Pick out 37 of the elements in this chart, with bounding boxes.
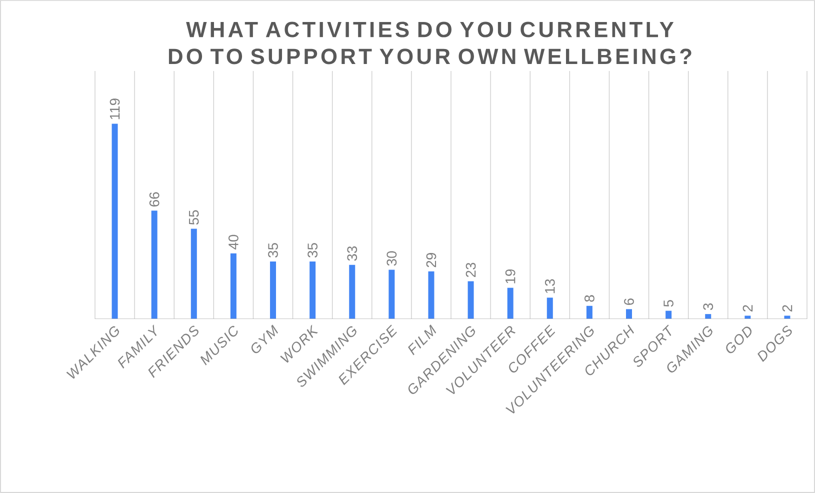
data-label: 29 [426, 253, 436, 268]
bar [626, 309, 632, 319]
bar [784, 316, 790, 319]
data-label: 35 [268, 243, 278, 258]
data-label: 2 [742, 305, 753, 312]
data-label: 5 [664, 300, 674, 307]
data-label: 8 [584, 295, 594, 302]
bar [507, 288, 514, 319]
bar [428, 271, 434, 319]
bar [666, 310, 672, 319]
data-label: 66 [149, 192, 160, 206]
bar [388, 270, 395, 319]
bar [112, 124, 118, 319]
data-label: 33 [347, 246, 358, 261]
bar [310, 262, 316, 319]
bar [705, 314, 712, 319]
data-label: 55 [189, 210, 199, 225]
bar [468, 281, 474, 319]
bar [546, 298, 553, 319]
bar [349, 264, 356, 319]
bar [230, 253, 236, 319]
bar [586, 306, 592, 319]
data-label: 13 [544, 279, 555, 294]
data-label: 3 [703, 303, 714, 310]
data-label: 6 [624, 298, 634, 305]
data-label: 30 [386, 251, 397, 266]
data-label: 23 [466, 262, 476, 278]
data-label: 119 [110, 98, 120, 120]
bar [270, 262, 276, 319]
data-label: 35 [308, 243, 318, 258]
bar [190, 228, 197, 319]
bar [151, 210, 158, 319]
data-label: 40 [228, 234, 238, 250]
data-label: 2 [782, 305, 792, 312]
bar [744, 316, 751, 319]
chart-title: WHAT ACTIVITIES DO YOU CURRENTLY DO TO SUPPORT YOUR OWN WELLBEING? [168, 22, 692, 64]
data-label: 19 [505, 269, 516, 284]
